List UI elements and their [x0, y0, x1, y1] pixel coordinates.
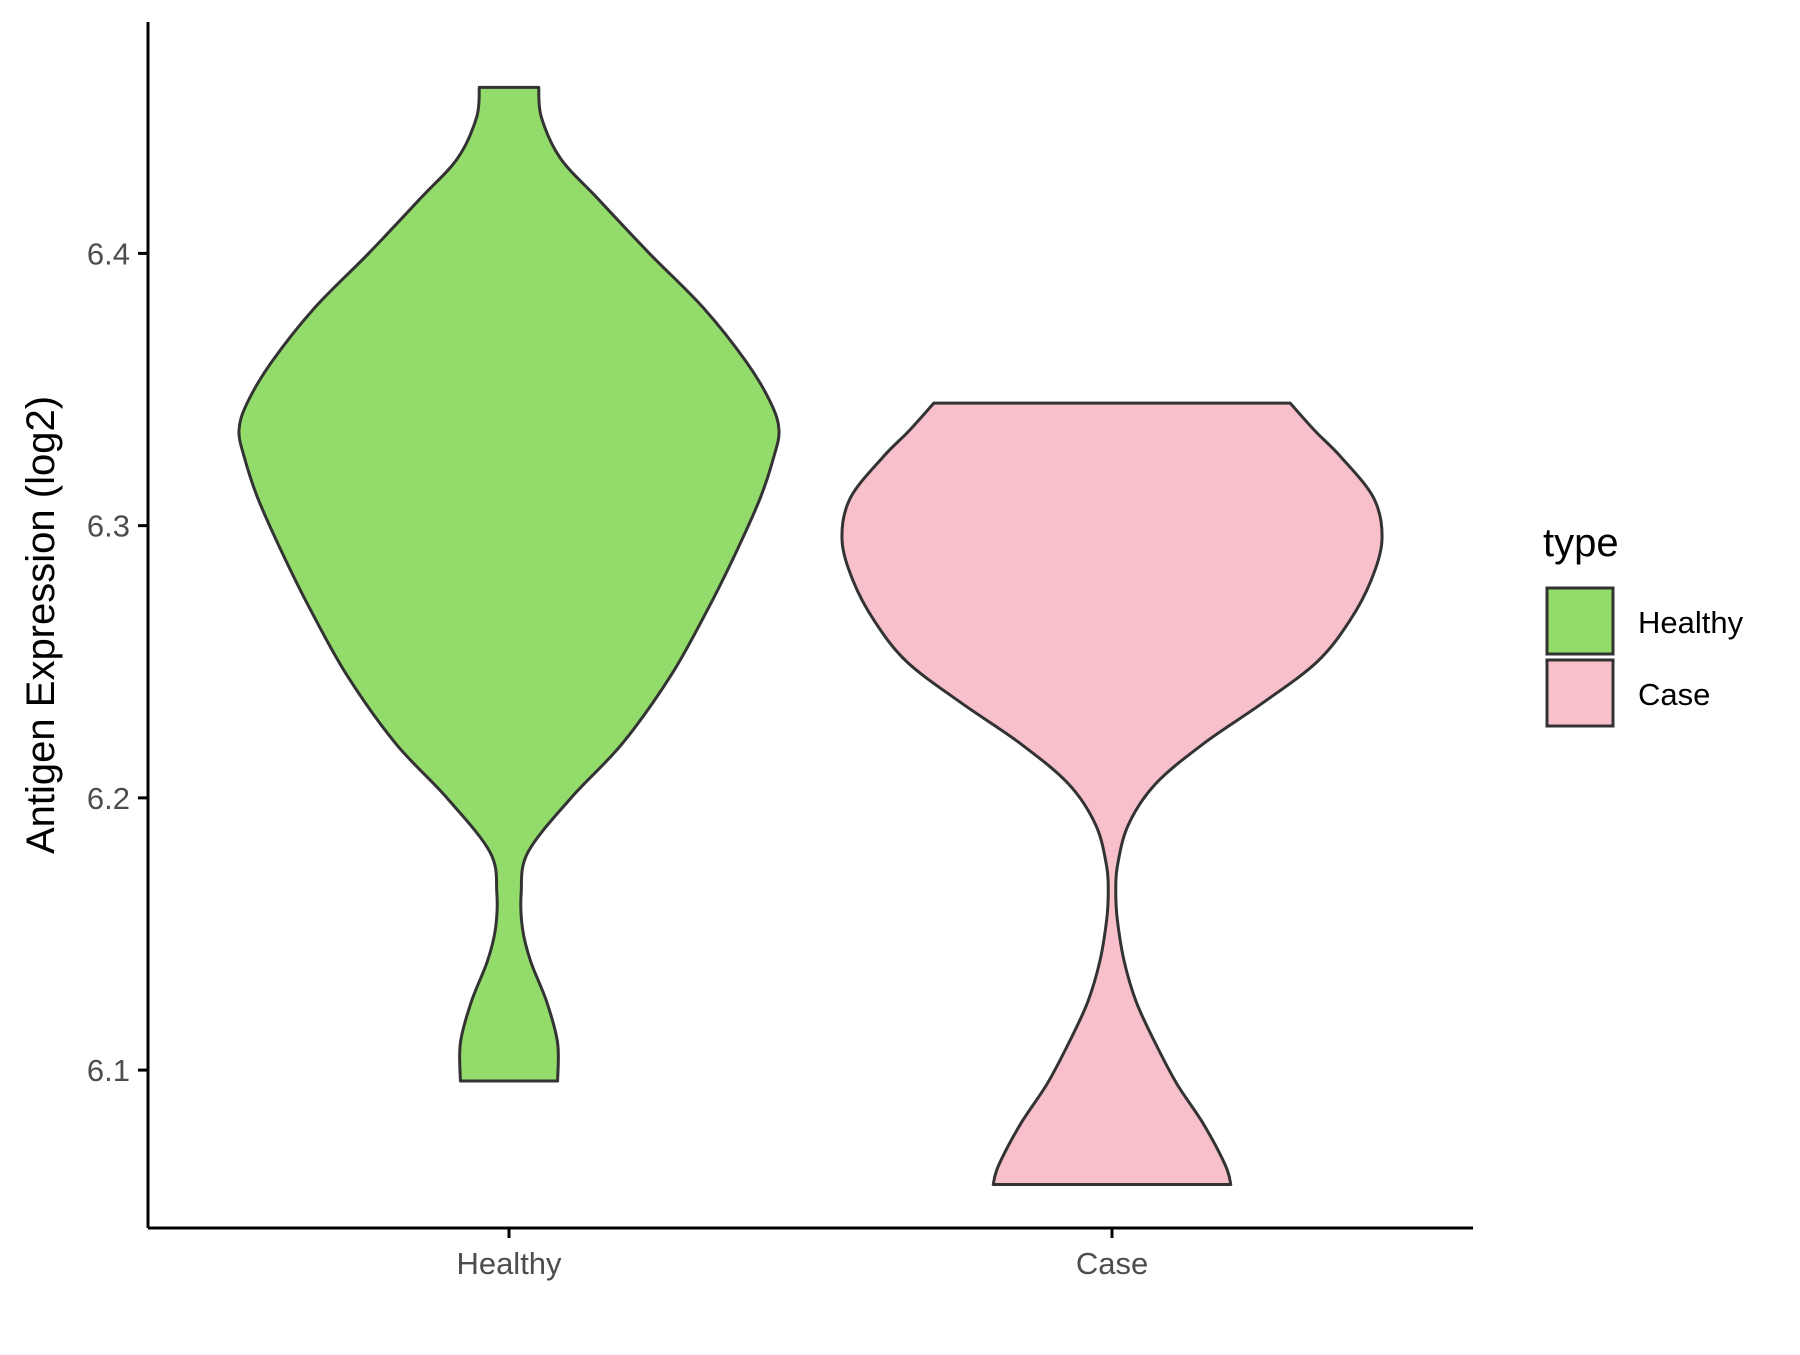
y-tick-label: 6.1	[87, 1053, 130, 1088]
y-tick-label: 6.4	[87, 236, 130, 271]
x-tick-label-healthy: Healthy	[456, 1246, 562, 1281]
legend: type Healthy Case	[1543, 521, 1744, 728]
violin-case	[840, 401, 1384, 1186]
violin-layer	[237, 85, 1384, 1186]
y-ticks: 6.1 6.2 6.3 6.4	[87, 236, 148, 1088]
legend-label-case: Case	[1638, 677, 1710, 712]
legend-swatch-case	[1545, 658, 1615, 728]
y-tick-label: 6.3	[87, 509, 130, 544]
y-axis-title: Antigen Expression (log2)	[19, 396, 63, 854]
y-tick-label: 6.2	[87, 781, 130, 816]
legend-title: type	[1543, 521, 1619, 565]
axes-layer: 6.1 6.2 6.3 6.4 Healthy Case Antigen Express…	[19, 22, 1473, 1281]
legend-items: Healthy Case	[1545, 586, 1744, 728]
violin-healthy	[237, 85, 781, 1083]
legend-swatch-healthy	[1545, 586, 1615, 656]
x-tick-label-case: Case	[1076, 1246, 1148, 1281]
legend-label-healthy: Healthy	[1638, 605, 1744, 640]
x-ticks: Healthy Case	[456, 1228, 1148, 1281]
